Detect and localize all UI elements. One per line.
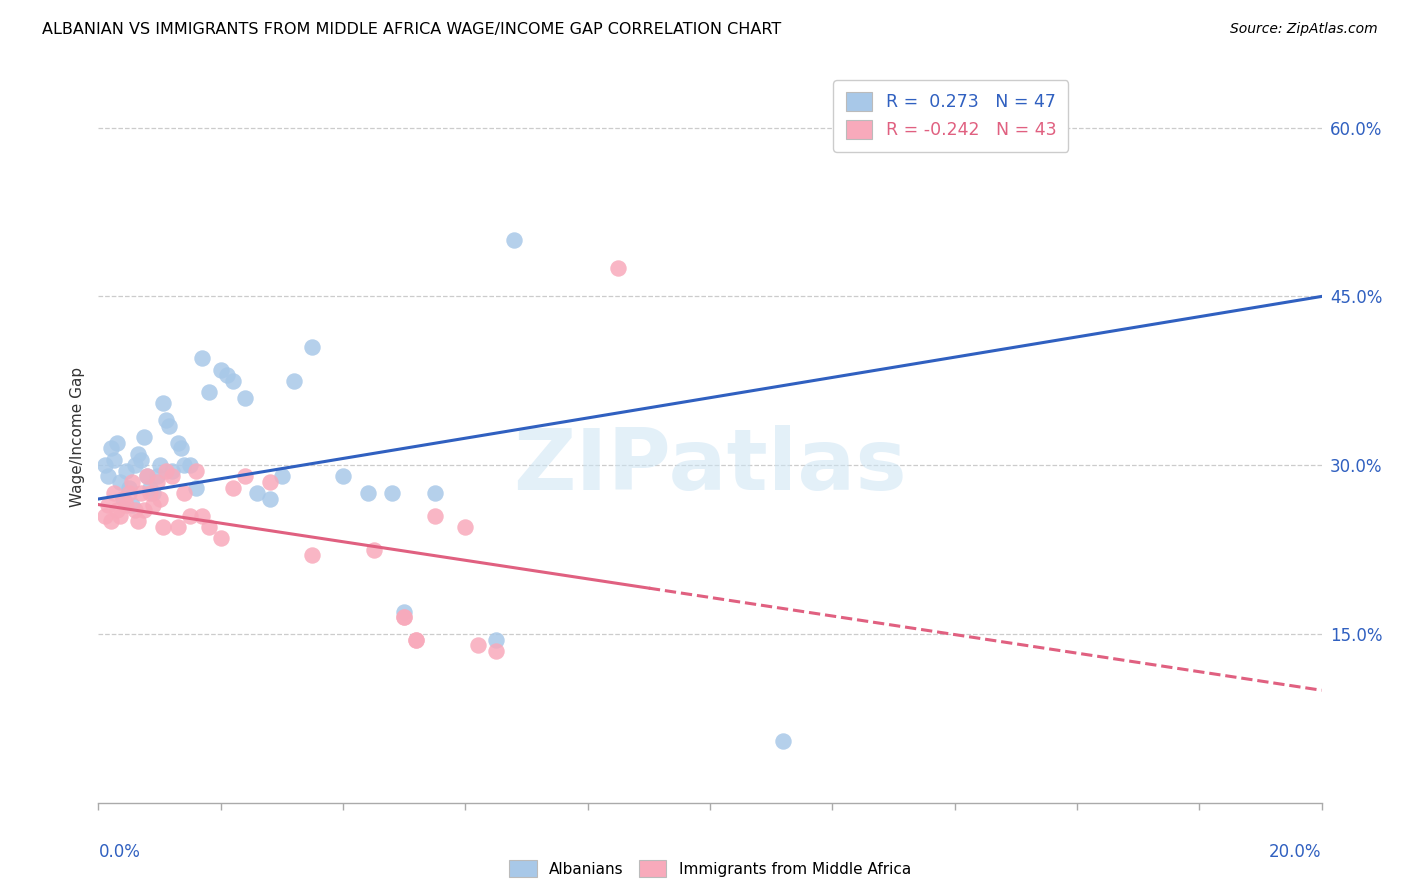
Point [197,520,219,534]
Point [283,374,305,388]
Point [607,261,630,276]
Point [149,458,172,473]
Point [301,340,323,354]
Text: ZIPatlas: ZIPatlas [513,425,907,508]
Point [97,498,120,512]
Point [209,362,232,376]
Point [93,508,115,523]
Point [108,475,131,489]
Point [392,610,416,624]
Point [167,435,190,450]
Text: ALBANIAN VS IMMIGRANTS FROM MIDDLE AFRICA WAGE/INCOME GAP CORRELATION CHART: ALBANIAN VS IMMIGRANTS FROM MIDDLE AFRIC… [42,22,782,37]
Point [167,520,190,534]
Point [136,469,159,483]
Point [152,396,174,410]
Point [356,486,378,500]
Point [97,469,120,483]
Point [363,542,385,557]
Point [115,464,138,478]
Point [129,452,152,467]
Point [139,486,162,500]
Point [485,644,508,658]
Point [157,418,180,433]
Point [191,351,214,366]
Point [772,734,794,748]
Point [270,469,294,483]
Point [105,435,128,450]
Point [222,481,245,495]
Point [454,520,477,534]
Point [405,632,427,647]
Point [152,520,174,534]
Point [103,486,125,500]
Point [467,638,489,652]
Point [108,508,131,523]
Point [173,486,195,500]
Point [142,498,165,512]
Point [111,491,134,506]
Point [170,442,193,456]
Point [301,548,323,562]
Point [259,491,281,506]
Point [145,469,167,483]
Point [100,515,122,529]
Point [142,486,165,500]
Point [127,515,149,529]
Point [145,475,167,489]
Point [381,486,404,500]
Point [197,385,219,400]
Point [127,447,149,461]
Point [209,532,232,546]
Point [149,491,172,506]
Point [246,486,269,500]
Point [392,610,416,624]
Point [222,374,245,388]
Point [155,464,177,478]
Point [139,481,162,495]
Point [186,464,208,478]
Point [179,508,201,523]
Point [423,508,446,523]
Point [134,503,156,517]
Point [105,503,128,517]
Text: 0.0%: 0.0% [98,843,141,861]
Point [155,413,177,427]
Point [259,475,281,489]
Point [129,486,152,500]
Point [93,458,115,473]
Point [111,491,134,506]
Point [100,442,122,456]
Point [118,486,141,500]
Point [233,391,256,405]
Point [179,458,201,473]
Point [118,481,141,495]
Point [186,481,208,495]
Point [136,469,159,483]
Point [233,469,256,483]
Point [103,452,125,467]
Point [485,632,508,647]
Point [173,458,195,473]
Point [191,508,214,523]
Point [115,498,138,512]
Legend: Albanians, Immigrants from Middle Africa: Albanians, Immigrants from Middle Africa [503,854,917,883]
Point [124,458,146,473]
Point [332,469,354,483]
Point [121,475,143,489]
Y-axis label: Wage/Income Gap: Wage/Income Gap [69,367,84,508]
Point [405,632,427,647]
Point [134,430,156,444]
Point [215,368,238,383]
Point [160,464,183,478]
Point [121,498,143,512]
Point [124,503,146,517]
Point [423,486,446,500]
Point [503,233,526,247]
Point [392,605,416,619]
Text: Source: ZipAtlas.com: Source: ZipAtlas.com [1230,22,1378,37]
Text: 20.0%: 20.0% [1270,843,1322,861]
Point [160,469,183,483]
